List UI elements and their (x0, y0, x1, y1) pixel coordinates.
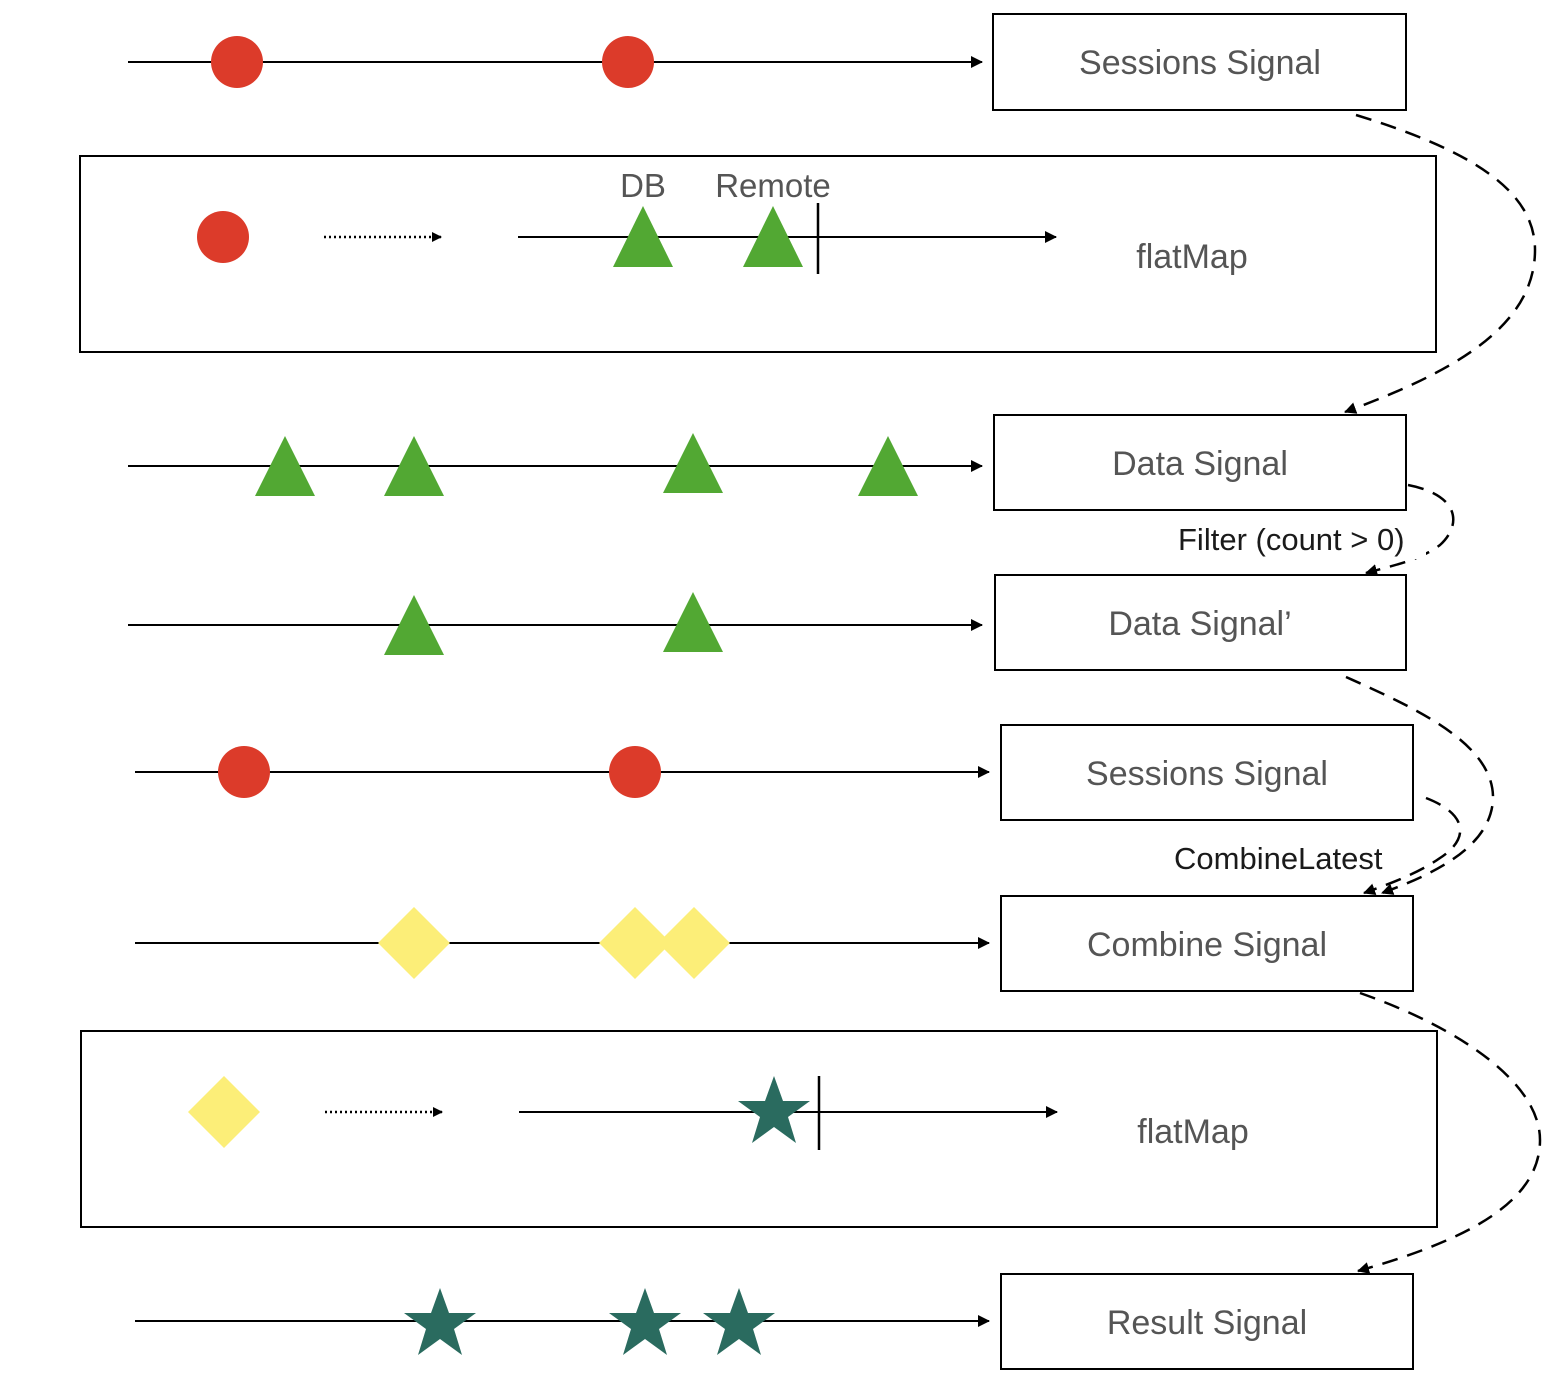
combine-event-diamond (188, 1076, 260, 1148)
sessions-signal-row-2: Sessions Signal (135, 724, 1414, 821)
session-event-circle (602, 36, 654, 88)
filter-operator-label: Filter (count > 0) (1178, 522, 1405, 557)
combine-signal-row: Combine Signal (135, 895, 1414, 992)
db-data-triangle (613, 206, 673, 267)
flatmap-label-1: flatMap (1136, 238, 1248, 276)
flatmap-label-2: flatMap (1137, 1113, 1249, 1151)
connector-sessions2-to-combine (1363, 796, 1462, 895)
operator-labels: Filter (count > 0) CombineLatest (1170, 521, 1426, 878)
result-event-star (404, 1288, 476, 1355)
sessions-signal-box-2 (1000, 724, 1414, 821)
dashed-connectors (1344, 113, 1542, 1274)
session-event-circle (609, 746, 661, 798)
data-signal-prime-box (994, 574, 1407, 671)
data-signal-box (993, 414, 1407, 511)
data-signal-label: Data Signal (1112, 445, 1288, 483)
sessions-signal-box-1 (992, 13, 1407, 111)
flatmap-box-1-group: DB Remote flatMap (79, 155, 1437, 353)
remote-data-triangle (743, 206, 803, 267)
data-event-triangle (384, 595, 444, 655)
sessions-signal-label-1: Sessions Signal (1079, 44, 1321, 82)
result-event-star (738, 1076, 810, 1143)
connector-sessions-to-data (1344, 113, 1537, 414)
combine-event-diamond (599, 907, 671, 979)
data-event-triangle (858, 436, 918, 496)
result-event-star (703, 1288, 775, 1355)
result-signal-label: Result Signal (1107, 1304, 1307, 1342)
combine-signal-box (1000, 895, 1414, 992)
data-event-triangle (255, 436, 315, 496)
connector-data-prime-to-combine (1345, 675, 1495, 895)
result-signal-row: Result Signal (135, 1273, 1414, 1370)
combine-latest-operator-label: CombineLatest (1174, 841, 1383, 876)
combine-signal-label: Combine Signal (1087, 926, 1327, 964)
combine-event-diamond (658, 907, 730, 979)
connector-data-to-data-prime (1365, 483, 1455, 576)
session-event-circle (197, 211, 249, 263)
connector-combine-to-result (1357, 991, 1542, 1274)
data-signal-prime-row: Data Signal’ (128, 574, 1407, 671)
session-event-circle (218, 746, 270, 798)
db-label: DB (620, 167, 666, 204)
data-event-triangle (663, 433, 723, 493)
data-signal-prime-label: Data Signal’ (1108, 605, 1291, 643)
remote-label: Remote (715, 167, 831, 204)
data-event-triangle (663, 592, 723, 652)
session-event-circle (211, 36, 263, 88)
result-event-star (609, 1288, 681, 1355)
sessions-signal-label-2: Sessions Signal (1086, 755, 1328, 793)
flatmap-box-2-group: flatMap (80, 1030, 1438, 1228)
combine-event-diamond (378, 907, 450, 979)
filter-label-bg (1174, 521, 1426, 559)
sessions-signal-row-1: Sessions Signal (128, 13, 1407, 111)
combine-latest-label-bg (1170, 840, 1402, 878)
result-signal-box (1000, 1273, 1414, 1370)
data-event-triangle (384, 436, 444, 496)
data-signal-row: Data Signal (128, 414, 1407, 511)
